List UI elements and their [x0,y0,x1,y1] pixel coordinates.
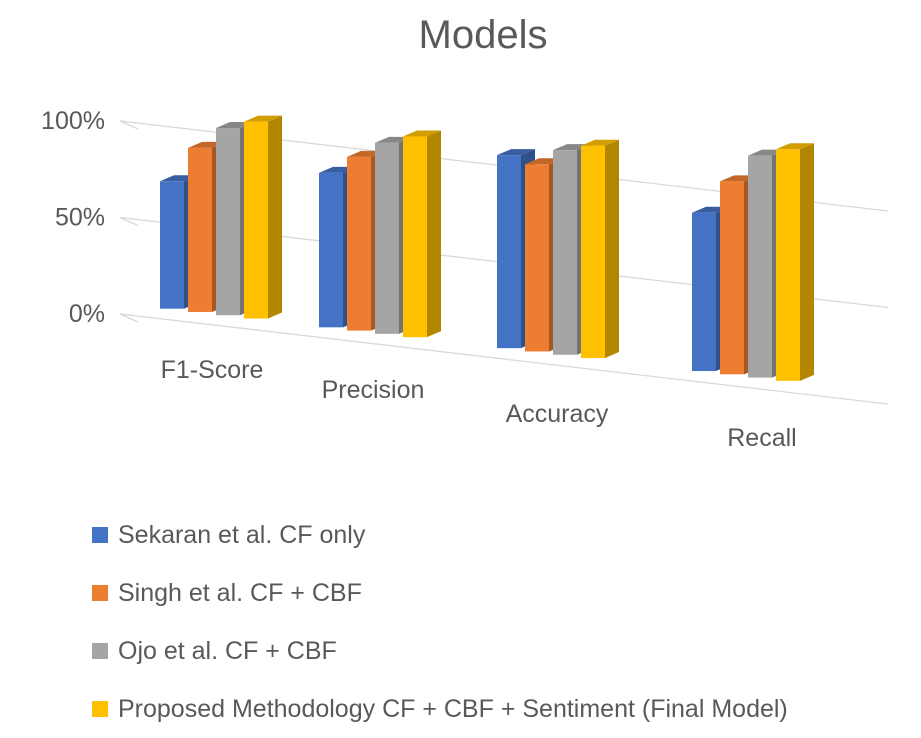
bar-front [581,145,605,359]
legend-label: Sekaran et al. CF only [118,520,366,549]
bar-4-1 [244,115,282,319]
legend-swatch [92,643,108,659]
bar-front [553,150,577,355]
gridline-stub [119,313,139,323]
y-tick-label: 50% [55,204,105,232]
x-tick-label-f1-score: F1-Score [161,356,264,384]
gridline-stub [119,120,139,130]
legend-swatch [92,701,108,717]
bar-front [748,155,772,378]
bar-side [427,130,441,338]
legend-label: Ojo et al. CF + CBF [118,636,337,665]
bar-front [720,181,744,375]
x-tick-label-accuracy: Accuracy [506,400,609,428]
y-axis: 0% 50% 100% [41,107,105,328]
bar-front [216,128,240,316]
x-tick-label-recall: Recall [727,424,796,452]
legend-item: Singh et al. CF + CBF [92,564,788,622]
legend-item: Proposed Methodology CF + CBF + Sentimen… [92,680,788,738]
bar-front [776,149,800,381]
bar-front [692,212,716,372]
x-tick-label-precision: Precision [322,376,425,404]
bar-4-3 [581,139,619,359]
bar-side [268,115,282,319]
bar-front [403,136,427,338]
bar-front [244,121,268,319]
bar-side [800,143,814,381]
y-tick-label: 0% [69,300,105,328]
bar-top [581,139,619,146]
bar-top [244,115,282,122]
bar-top [497,149,535,156]
bars [160,115,814,381]
bar-4-4 [776,143,814,381]
legend-swatch [92,585,108,601]
x-axis: F1-Score Precision Accuracy Recall [161,356,797,452]
chart-title: Models [419,13,548,57]
bar-front [375,142,399,334]
bar-4-2 [403,130,441,338]
legend: Sekaran et al. CF only Singh et al. CF + … [92,506,788,738]
gridline [119,313,889,405]
legend-label: Singh et al. CF + CBF [118,578,362,607]
y-tick-label: 100% [41,107,105,135]
gridline-stub [119,216,139,227]
bar-front [525,164,549,352]
bar-front [160,181,184,309]
legend-swatch [92,527,108,543]
bar-front [188,147,212,312]
bar-front [319,172,343,328]
bar-front [497,155,521,349]
bar-front [347,156,371,331]
legend-label: Proposed Methodology CF + CBF + Sentimen… [118,694,788,723]
bar-top [403,130,441,137]
bar-top [776,143,814,150]
legend-item: Sekaran et al. CF only [92,506,788,564]
legend-item: Ojo et al. CF + CBF [92,622,788,680]
bar-side [605,139,619,359]
